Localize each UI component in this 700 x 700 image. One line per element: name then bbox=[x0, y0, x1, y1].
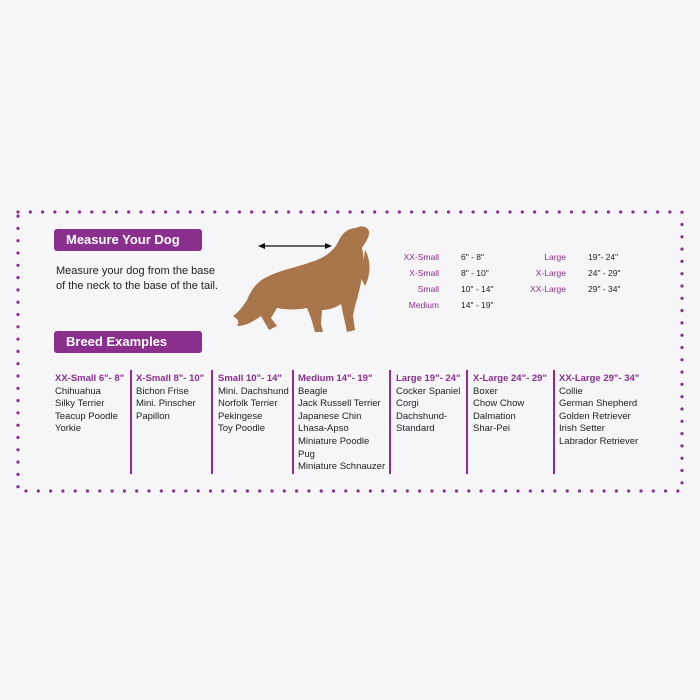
size-labels-right: Large X-Large XX-Large bbox=[520, 249, 566, 297]
breed-column: Medium 14"- 19" Beagle Jack Russell Terrie… bbox=[298, 373, 385, 474]
breed-item: Shar-Pei bbox=[473, 423, 510, 435]
breed-item: Chihuahua bbox=[55, 385, 101, 397]
size-label: XX-Large bbox=[530, 284, 566, 294]
breed-column: Large 19"- 24" Cocker Spaniel Corgi Dachshu… bbox=[396, 373, 460, 436]
breed-item: Bichon Frise bbox=[136, 385, 189, 397]
size-label: X-Small bbox=[409, 268, 439, 278]
breed-column-header: XX-Small 6"- 8" bbox=[55, 373, 125, 384]
size-range: 10" - 14" bbox=[461, 284, 494, 294]
breed-item: Lhasa-Apso bbox=[298, 423, 349, 435]
breed-item: Mini. Dachshund bbox=[218, 385, 289, 397]
column-divider bbox=[389, 370, 391, 474]
column-divider bbox=[466, 370, 468, 474]
instructions-line: Measure your dog from the base bbox=[56, 265, 215, 277]
breed-item: Dalmation bbox=[473, 410, 516, 422]
breed-item: Golden Retriever bbox=[559, 410, 631, 422]
size-label: X-Large bbox=[535, 268, 566, 278]
breed-item: Standard bbox=[396, 423, 435, 435]
breed-item: Silky Terrier bbox=[55, 398, 105, 410]
instructions-line: of the neck to the base of the tail. bbox=[56, 280, 219, 292]
breed-item: Norfolk Terrier bbox=[218, 398, 278, 410]
measure-title: Measure Your Dog bbox=[54, 229, 202, 251]
size-range: 19"- 24" bbox=[588, 252, 619, 262]
breed-column-header: Medium 14"- 19" bbox=[298, 373, 373, 384]
column-divider bbox=[553, 370, 555, 474]
breed-item: Corgi bbox=[396, 398, 419, 410]
size-values-right: 19"- 24" 24" - 29" 29" - 34" bbox=[588, 249, 621, 297]
dog-silhouette-icon bbox=[233, 226, 370, 332]
breed-item: Mini. Pinscher bbox=[136, 398, 196, 410]
breed-item: Yorkie bbox=[55, 423, 82, 435]
size-range: 14" - 19" bbox=[461, 300, 494, 310]
column-divider bbox=[292, 370, 294, 474]
breed-column-header: X-Small 8"- 10" bbox=[136, 373, 205, 384]
breed-item: Boxer bbox=[473, 385, 498, 397]
breed-column: X-Large 24"- 29" Boxer Chow Chow Dalmation S… bbox=[473, 373, 547, 436]
breed-item: Beagle bbox=[298, 385, 328, 397]
size-label: XX-Small bbox=[403, 252, 439, 262]
size-range: 8" - 10" bbox=[461, 268, 489, 278]
breed-column-header: Small 10"- 14" bbox=[218, 373, 282, 384]
size-values-left: 6" - 8" 8" - 10" 10" - 14" 14" - 19" bbox=[461, 249, 494, 313]
column-divider bbox=[130, 370, 132, 474]
column-divider bbox=[211, 370, 213, 474]
size-label: Large bbox=[544, 252, 566, 262]
breed-item: Pug bbox=[298, 448, 315, 460]
size-label: Small bbox=[417, 284, 439, 294]
breed-column: Small 10"- 14" Mini. Dachshund Norfolk Ter… bbox=[218, 373, 289, 436]
breed-examples-title: Breed Examples bbox=[54, 331, 202, 353]
breed-column-header: Large 19"- 24" bbox=[396, 373, 461, 384]
breed-column-header: XX-Large 29"- 34" bbox=[559, 373, 640, 384]
breed-item: Miniature Schnauzer bbox=[298, 461, 386, 473]
breed-column-header: X-Large 24"- 29" bbox=[473, 373, 547, 384]
breed-item: Japanese Chin bbox=[298, 410, 362, 422]
breed-item: Collie bbox=[559, 385, 583, 397]
breed-item: German Shepherd bbox=[559, 398, 638, 410]
breed-item: Pekingese bbox=[218, 410, 263, 422]
breed-item: Irish Setter bbox=[559, 423, 605, 435]
breed-item: Jack Russell Terrier bbox=[298, 398, 381, 410]
size-range: 29" - 34" bbox=[588, 284, 621, 294]
breed-column: XX-Large 29"- 34" Collie German Shepherd Go… bbox=[559, 373, 639, 449]
breed-item: Cocker Spaniel bbox=[396, 385, 461, 397]
size-range: 6" - 8" bbox=[461, 252, 485, 262]
breed-item: Toy Poodle bbox=[218, 423, 266, 435]
breed-item: Chow Chow bbox=[473, 398, 525, 410]
breed-item: Miniature Poodle bbox=[298, 435, 370, 447]
breed-item: Labrador Retriever bbox=[559, 435, 639, 447]
size-labels-left: XX-Small X-Small Small Medium bbox=[396, 249, 439, 313]
breed-column: XX-Small 6"- 8" Chihuahua Silky Terrier Tea… bbox=[55, 373, 124, 436]
breed-item: Papillon bbox=[136, 410, 170, 422]
size-label: Medium bbox=[408, 300, 439, 310]
breed-item: Dachshund- bbox=[396, 410, 448, 422]
size-range: 24" - 29" bbox=[588, 268, 621, 278]
breed-item: Teacup Poodle bbox=[55, 410, 118, 422]
breed-column: X-Small 8"- 10" Bichon Frise Mini. Pinsche… bbox=[136, 373, 204, 423]
measure-instructions: Measure your dog from the base of the ne… bbox=[56, 264, 218, 294]
